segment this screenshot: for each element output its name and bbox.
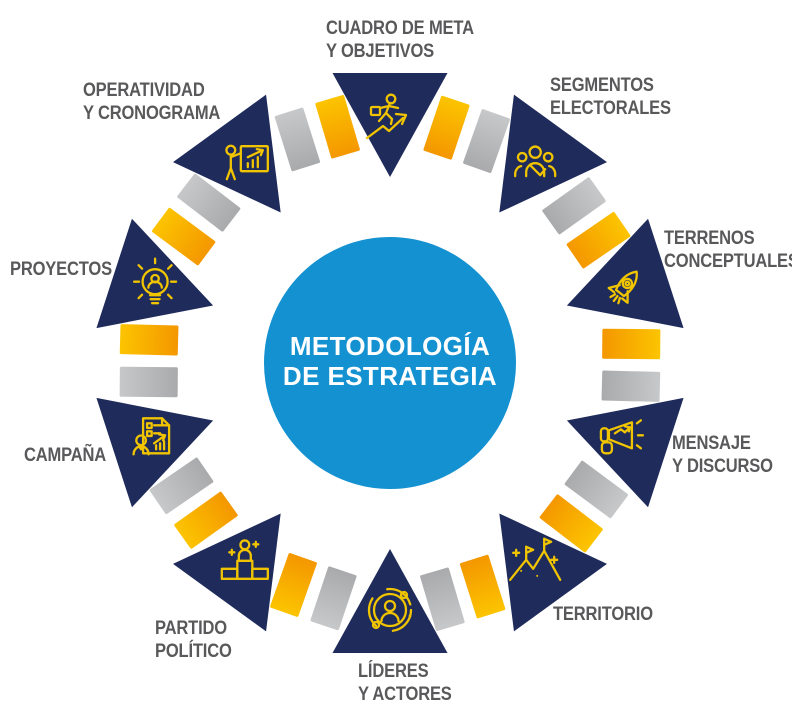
segment-label-cuadro-de-meta: CUADRO DE META Y OBJETIVOS [326,17,474,63]
presentation-chart-icon [225,144,269,181]
label-line: ELECTORALES [550,98,671,119]
ring-segment-gray-3 [601,370,661,402]
segment-label-campana: CAMPAÑA [24,444,106,467]
center-circle [264,237,516,489]
label-line: MENSAJE [672,433,751,454]
ring-segment-orange-7 [174,491,238,549]
ring-segment-orange-1 [423,95,470,160]
triangle-terrenos-conceptuales [566,218,684,329]
podium-winner-icon [220,539,269,580]
leader-orbit-icon [367,587,413,633]
segment-label-territorio: TERRITORIO [553,603,653,626]
label-line: CONCEPTUALES [664,251,792,272]
center-title-line2: DE ESTRATEGIA [282,361,498,391]
label-line: CAMPAÑA [24,445,107,466]
segment-label-mensaje-y-discurso: MENSAJE Y DISCURSO [672,432,773,478]
segment-label-operatividad: OPERATIVIDAD Y CRONOGRAMA [83,79,220,125]
label-line: Y ACTORES [358,684,452,705]
campaign-document-icon [132,417,171,456]
ring-segment-gray-10 [274,107,321,172]
triangle-proyectos [96,218,214,329]
label-line: Y OBJETIVOS [326,41,435,62]
label-line: TERRENOS [664,228,755,249]
voters-crowd-icon [514,145,557,178]
ring-segment-gray-7 [149,457,214,515]
triangle-segmentos-electorales [499,94,607,213]
label-line: CUADRO DE META [326,18,474,39]
rocket-icon [607,270,638,305]
ring-segment-orange-9 [152,207,216,266]
label-line: Y DISCURSO [672,456,773,477]
ring-segment-gray-4 [564,460,628,519]
label-line: Y CRONOGRAMA [83,103,221,124]
mountain-flags-icon [509,537,562,581]
ring-segment-orange-5 [459,554,506,619]
triangle-partido-politico [173,513,281,632]
label-line: POLÍTICO [155,641,232,662]
label-line: SEGMENTOS [550,75,654,96]
ring-segment-orange-2 [566,211,631,269]
ring-segment-gray-6 [310,566,357,631]
label-line: OPERATIVIDAD [83,80,205,101]
climb-goal-arrow-icon [365,93,408,140]
ring-segment-orange-8 [119,324,179,356]
ring-segments [119,95,661,631]
megaphone-icon [599,419,645,455]
label-line: PROYECTOS [10,259,112,280]
segment-label-segmentos-electorales: SEGMENTOS ELECTORALES [550,74,671,120]
center-title-line1: METODOLOGÍA [289,331,491,361]
ring-segment-orange-3 [602,328,661,360]
segment-label-partido-politico: PARTIDO POLÍTICO [155,617,232,663]
ring-segment-orange-10 [315,95,360,159]
ring-segment-gray-9 [177,173,241,232]
ring-segment-gray-2 [542,177,606,235]
idea-bulb-person-icon [132,257,178,305]
ring-segment-orange-6 [270,552,317,617]
segment-icons [132,93,645,633]
ring-segment-gray-8 [119,366,178,398]
triangle-territorio [499,513,607,632]
segment-label-terrenos-conceptuales: TERRENOS CONCEPTUALES [664,227,792,273]
ring-segment-orange-4 [539,494,603,553]
label-line: PARTIDO [155,618,227,639]
label-line: TERRITORIO [553,604,653,625]
triangle-cuadro-de-meta [332,73,448,177]
ring-segment-gray-1 [463,109,510,174]
triangle-mensaje-y-discurso [566,397,684,508]
center-title: METODOLOGÍA DE ESTRATEGIA [265,331,515,391]
segment-label-lideres-y-actores: LÍDERES Y ACTORES [358,660,452,706]
label-line: LÍDERES [358,661,429,682]
ring-segment-gray-5 [420,567,465,631]
segment-label-proyectos: PROYECTOS [10,258,112,281]
